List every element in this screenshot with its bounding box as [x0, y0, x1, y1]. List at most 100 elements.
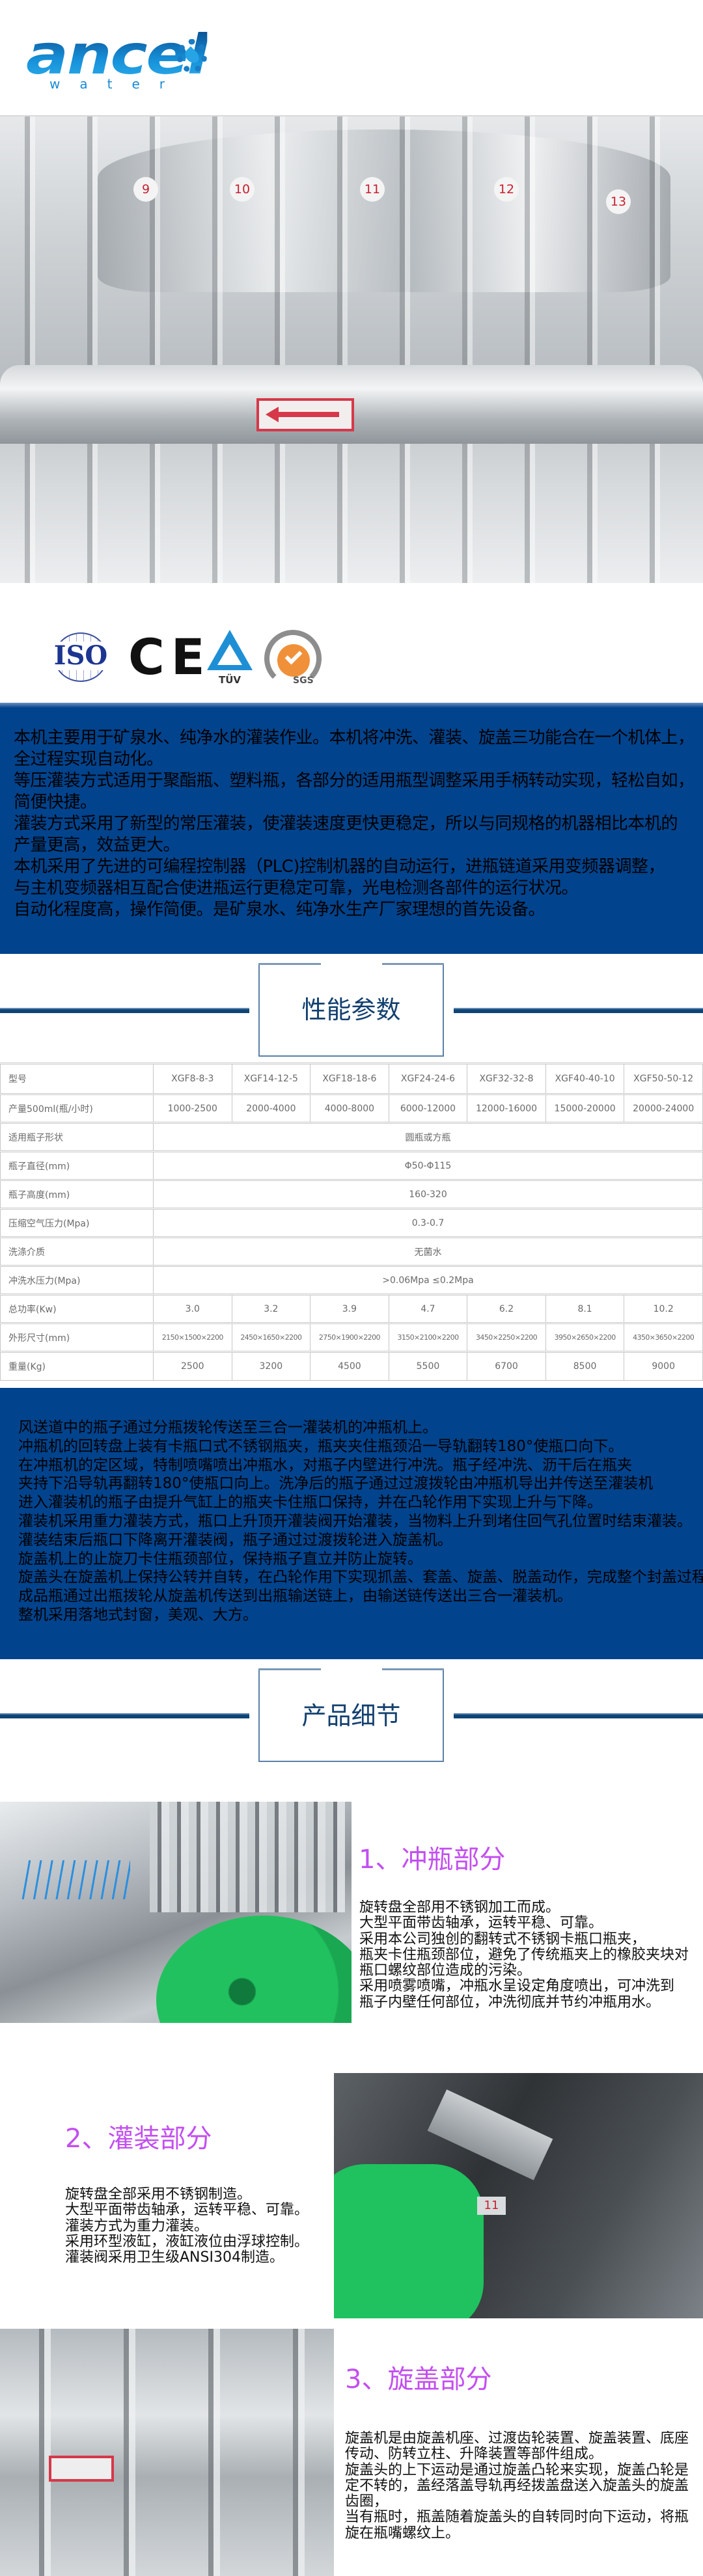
- spec-label: 瓶子直径(mm): [0, 1150, 154, 1180]
- spec-value: 8500: [545, 1351, 625, 1381]
- photo-star-wheel: [156, 1916, 352, 2023]
- spec-row: 洗涤介质 无菌水: [0, 1236, 703, 1266]
- arrow-head: [266, 407, 279, 422]
- detail-line: 采用喷雾喷嘴，冲瓶水呈设定角度喷出，可冲洗到: [359, 1978, 675, 1995]
- detail-line: 齿圈，: [345, 2493, 389, 2510]
- tuv-cert-logo: TÜV: [206, 630, 254, 688]
- spec-row: 压缩空气压力(Mpa) 0.3-0.7: [0, 1208, 703, 1238]
- detail-line: 旋盖机是由旋盖机座、过渡齿轮装置、旋盖装置、底座: [345, 2431, 689, 2447]
- detail-line: 传动、防转立柱、升降装置等部件组成。: [345, 2446, 603, 2463]
- process-line: 灌装机采用重力灌装方式，瓶口上升顶开灌装阀开始灌装，当物料上升到堵住回气孔位置时…: [18, 1512, 692, 1530]
- ce-cert-logo: CE: [128, 628, 212, 686]
- spec-value: 6700: [467, 1351, 546, 1381]
- spec-value: 无菌水: [153, 1236, 703, 1266]
- detail-line: 瓶子内壁任何部位，冲洗彻底并节约冲瓶用水。: [359, 1994, 661, 2011]
- spec-value: Φ50-Φ115: [153, 1150, 703, 1180]
- spec-row: 冲洗水压力(Mpa) >0.06Mpa ≤0.2Mpa: [0, 1265, 703, 1295]
- spec-row: 适用瓶子形状 圆瓶或方瓶: [0, 1122, 703, 1152]
- title-frame-top: [258, 963, 321, 965]
- spec-value: 3200: [231, 1351, 311, 1381]
- photo-columns: [0, 2329, 334, 2576]
- process-line: 整机采用落地式封窗，美观、大方。: [18, 1606, 258, 1623]
- spec-label: 瓶子高度(mm): [0, 1179, 154, 1209]
- title-frame: [258, 1668, 444, 1762]
- station-label: 10: [230, 177, 255, 202]
- spec-row: 型号 XGF8-8-3 XGF14-12-5 XGF18-18-6 XGF24-24-6…: [0, 1063, 703, 1094]
- intro-line: 全过程实现自动化。: [14, 750, 163, 769]
- hero-machine-photo: 9 10 11 12 13: [0, 116, 703, 583]
- spec-value: 3.9: [310, 1294, 389, 1323]
- detail-line: 灌装方式为重力灌装。: [65, 2217, 209, 2234]
- filling-section-text: 旋转盘全部采用不锈钢制造。 大型平面带齿轴承，运转平稳、可靠。 灌装方式为重力灌装。…: [65, 2187, 332, 2266]
- spec-value: 4350×3650×2200: [624, 1322, 703, 1352]
- spec-value: XGF14-12-5: [231, 1063, 311, 1094]
- triangle-inner: [217, 644, 242, 665]
- arrow-left-icon: [271, 412, 339, 417]
- intro-line: 简便快捷。: [14, 793, 97, 812]
- station-label: 11: [360, 177, 385, 202]
- spec-value: 2750×1900×2200: [310, 1322, 389, 1352]
- rinsing-section-text: 旋转盘全部用不锈钢加工而成。 大型平面带齿轴承，运转平稳、可靠。 采用本公司独创的翻…: [359, 1900, 703, 2011]
- spec-value: 3.2: [231, 1294, 311, 1323]
- process-line: 在冲瓶机的定区域，特制喷嘴喷出冲瓶水，对瓶子内壁进行冲洗。瓶子经冲洗、沥干后在瓶…: [18, 1456, 632, 1474]
- title-frame: [258, 963, 444, 1057]
- rinsing-section-title: 1、冲瓶部分: [359, 1845, 506, 1875]
- spec-value: XGF40-40-10: [545, 1063, 625, 1094]
- process-panel: [0, 1388, 703, 1659]
- spec-label: 洗涤介质: [0, 1236, 154, 1266]
- spec-value: 4.7: [388, 1294, 468, 1323]
- spec-value: 2500: [153, 1351, 232, 1381]
- iso-cert-logo: ISO: [45, 630, 117, 682]
- spec-label: 适用瓶子形状: [0, 1122, 154, 1152]
- detail-line: 旋转盘全部用不锈钢加工而成。: [359, 1900, 560, 1916]
- iso-text: ISO: [45, 642, 117, 670]
- photo-columns: [0, 116, 703, 583]
- spec-value: 2450×1650×2200: [231, 1322, 311, 1352]
- gear-icon: [177, 39, 207, 73]
- spec-row: 外形尺寸(mm) 2150×1500×2200 2450×1650×2200 2750…: [0, 1322, 703, 1352]
- spec-value: XGF8-8-3: [153, 1063, 232, 1094]
- photo-star-wheel: [334, 2164, 484, 2318]
- spec-label: 产量500ml(瓶/小时): [0, 1093, 154, 1123]
- capping-section-title: 3、旋盖部分: [345, 2365, 492, 2394]
- intro-line: 产量更高，效益更大。: [14, 835, 180, 855]
- detail-line: 大型平面带齿轴承，运转平稳、可靠。: [65, 2202, 309, 2219]
- arc-icon: [264, 630, 322, 687]
- spec-label: 重量(Kg): [0, 1351, 154, 1381]
- title-frame-top: [382, 1668, 444, 1670]
- intro-panel: [0, 703, 703, 954]
- detail-line: 灌装阀采用卫生级ANSI304制造。: [65, 2249, 284, 2266]
- process-line: 旋盖机上的止旋刀卡住瓶颈部位，保持瓶子直立并防止旋转。: [18, 1550, 422, 1567]
- spec-value: 9000: [624, 1351, 703, 1381]
- spec-value: 3.0: [153, 1294, 232, 1323]
- logo-subtext: water: [49, 76, 184, 92]
- spec-value: 4500: [310, 1351, 389, 1381]
- sgs-text: SGS: [293, 675, 314, 686]
- spec-label: 总功率(Kw): [0, 1294, 154, 1323]
- process-text: 风送道中的瓶子通过分瓶拨轮传送至三合一灌装机的冲瓶机上。 冲瓶机的回转盘上装有卡瓶…: [18, 1418, 703, 1625]
- divider: [0, 115, 703, 116]
- process-line: 风送道中的瓶子通过分瓶拨轮传送至三合一灌装机的冲瓶机上。: [18, 1419, 437, 1436]
- detail-line: 采用本公司独创的翻转式不锈钢卡瓶口瓶夹，: [359, 1931, 646, 1947]
- detail-line: 旋在瓶嘴螺纹上。: [345, 2525, 460, 2542]
- spec-value: 圆瓶或方瓶: [153, 1122, 703, 1152]
- direction-arrow-sign: [49, 2456, 114, 2482]
- spec-value: 1000-2500: [153, 1093, 232, 1123]
- spec-value: 3150×2100×2200: [388, 1322, 468, 1352]
- process-line: 灌装结束后瓶口下降离开灌装阀，瓶子通过过渡拨轮进入旋盖机。: [18, 1531, 452, 1549]
- spec-value: 3950×2650×2200: [545, 1322, 625, 1352]
- spec-value: XGF50-50-12: [624, 1063, 703, 1094]
- spec-value: 3450×2250×2200: [467, 1322, 546, 1352]
- spec-row: 重量(Kg) 2500 3200 4500 5500 6700 8500 9000: [0, 1351, 703, 1381]
- spec-value: 2150×1500×2200: [153, 1322, 232, 1352]
- photo-tubes: [20, 1860, 130, 1899]
- title-rule-left: [0, 1008, 249, 1013]
- spec-table: 型号 XGF8-8-3 XGF14-12-5 XGF18-18-6 XGF24-24-6…: [0, 1063, 703, 1381]
- spec-label: 冲洗水压力(Mpa): [0, 1265, 154, 1295]
- spec-value: 12000-16000: [467, 1093, 546, 1123]
- process-line: 夹持下沿导轨再翻转180°使瓶口向上。洗净后的瓶子通过过渡拨轮由冲瓶机导出并传送…: [18, 1475, 654, 1493]
- process-line: 冲瓶机的回转盘上装有卡瓶口式不锈钢瓶夹，瓶夹夹住瓶颈沿一导轨翻转180°使瓶口向…: [18, 1437, 624, 1455]
- intro-line: 灌装方式采用了新型的常压灌装，使灌装速度更快更稳定，所以与同规格的机器相比本机的: [14, 814, 678, 834]
- spec-value: XGF18-18-6: [310, 1063, 389, 1094]
- title-frame-top: [258, 1668, 321, 1670]
